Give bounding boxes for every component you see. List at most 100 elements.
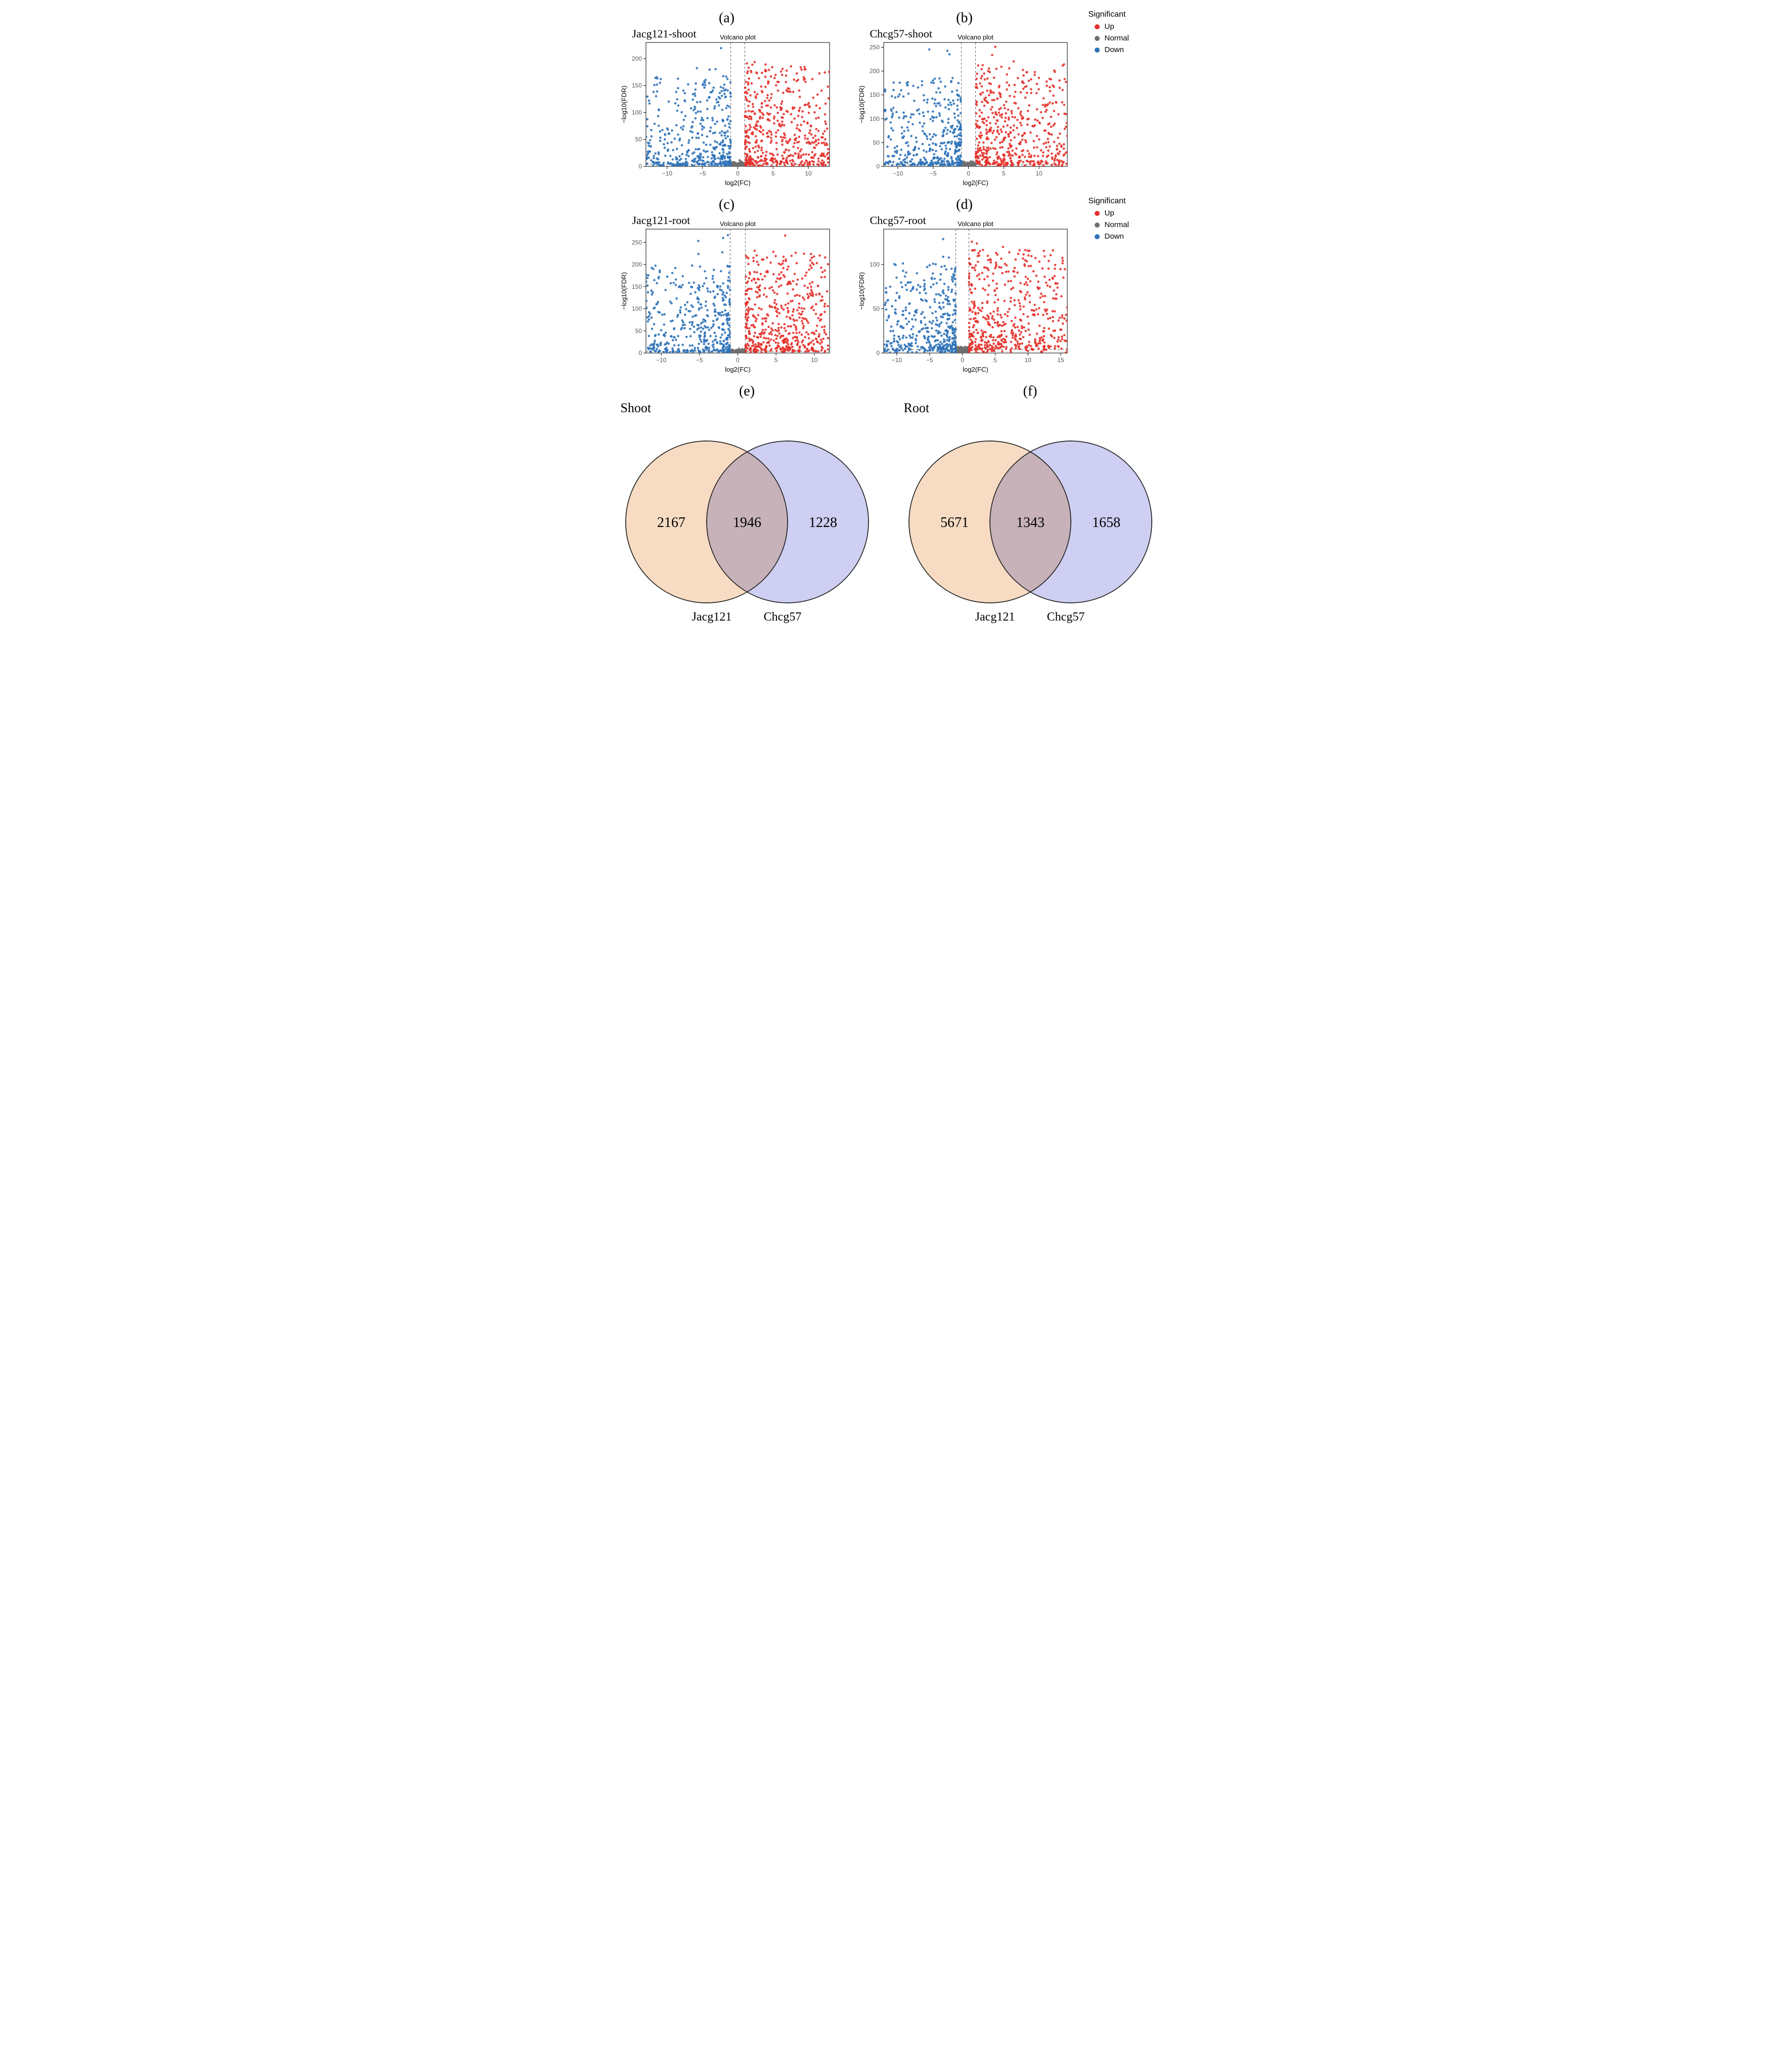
svg-text:0: 0 xyxy=(638,163,642,170)
venn-right-value: 1658 xyxy=(1092,515,1120,531)
panel-a: (a) Jacg121-shoot Volcano plot−10−505100… xyxy=(608,10,846,192)
svg-text:0: 0 xyxy=(638,349,642,357)
svg-text:50: 50 xyxy=(635,136,642,143)
svg-text:0: 0 xyxy=(736,170,740,177)
legend-item-normal: Normal xyxy=(1095,221,1169,229)
venn-e: 2167 1946 1228 Jacg121 Chcg57 xyxy=(605,411,889,628)
svg-text:150: 150 xyxy=(631,82,641,89)
volcano-d: Volcano plot−10−5051015050100log2(FC)−lo… xyxy=(856,214,1073,378)
panel-heading-b: Chcg57-shoot xyxy=(870,27,932,40)
legend-title: Significant xyxy=(1089,10,1169,19)
svg-text:−10: −10 xyxy=(662,170,672,177)
svg-text:−log10(FDR): −log10(FDR) xyxy=(858,85,865,123)
svg-text:−10: −10 xyxy=(891,357,902,364)
panel-letter-d: (d) xyxy=(956,197,973,213)
panel-d: (d) Chcg57-root Volcano plot−10−50510150… xyxy=(846,197,1083,378)
svg-text:100: 100 xyxy=(869,115,879,122)
svg-text:log2(FC): log2(FC) xyxy=(963,366,988,373)
legend-label: Down xyxy=(1105,46,1124,54)
down-swatch-icon xyxy=(1095,234,1100,239)
svg-text:200: 200 xyxy=(631,261,641,268)
legend-item-down: Down xyxy=(1095,46,1169,54)
venn-left-value: 5671 xyxy=(940,515,969,531)
panel-heading-a: Jacg121-shoot xyxy=(632,27,697,40)
svg-text:10: 10 xyxy=(811,357,818,364)
venn-right-value: 1228 xyxy=(809,515,837,531)
panel-c: (c) Jacg121-root Volcano plot−10−5051005… xyxy=(608,197,846,378)
normal-swatch-icon xyxy=(1095,223,1100,228)
svg-text:−log10(FDR): −log10(FDR) xyxy=(620,272,628,310)
legend-item-down: Down xyxy=(1095,232,1169,241)
row-ab: (a) Jacg121-shoot Volcano plot−10−505100… xyxy=(590,10,1187,192)
panel-e: (e) Shoot 216719461228Jacg121Chcg57 xyxy=(605,383,889,628)
volcano-a: Volcano plot−10−50510050100150200log2(FC… xyxy=(618,27,836,192)
down-swatch-icon xyxy=(1095,48,1100,53)
venn-left-label: Jacg121 xyxy=(691,610,731,624)
svg-text:log2(FC): log2(FC) xyxy=(963,179,988,187)
svg-text:−log10(FDR): −log10(FDR) xyxy=(620,85,628,123)
legend-title-2: Significant xyxy=(1089,197,1169,206)
legend-item-normal: Normal xyxy=(1095,34,1169,42)
svg-text:10: 10 xyxy=(805,170,812,177)
svg-text:10: 10 xyxy=(1024,357,1031,364)
panel-f: (f) Root 567113431658Jacg121Chcg57 xyxy=(889,383,1172,628)
svg-text:−10: −10 xyxy=(892,170,903,177)
svg-text:100: 100 xyxy=(631,109,641,116)
legend-label: Normal xyxy=(1105,221,1129,229)
panel-heading-d: Chcg57-root xyxy=(870,214,926,227)
svg-text:0: 0 xyxy=(967,170,970,177)
venn-left-label: Jacg121 xyxy=(975,610,1015,624)
svg-text:0: 0 xyxy=(736,357,740,364)
svg-text:10: 10 xyxy=(1035,170,1043,177)
panel-b: (b) Chcg57-shoot Volcano plot−10−5051005… xyxy=(846,10,1083,192)
legend-item-up: Up xyxy=(1095,209,1169,217)
svg-text:log2(FC): log2(FC) xyxy=(725,366,751,373)
panel-letter-f: (f) xyxy=(1023,383,1037,400)
svg-text:50: 50 xyxy=(873,139,880,146)
svg-text:5: 5 xyxy=(993,357,997,364)
figure-root: (a) Jacg121-shoot Volcano plot−10−505100… xyxy=(585,0,1192,653)
venn-f: 567113431658Jacg121Chcg57 xyxy=(889,411,1172,628)
svg-text:15: 15 xyxy=(1057,357,1064,364)
venn-intersection-value: 1946 xyxy=(733,515,761,531)
venn-left-value: 2167 xyxy=(657,515,685,531)
row-cd: (c) Jacg121-root Volcano plot−10−5051005… xyxy=(590,197,1187,378)
legend-item-up: Up xyxy=(1095,22,1169,31)
up-swatch-icon xyxy=(1095,211,1100,216)
svg-text:Volcano plot: Volcano plot xyxy=(958,220,993,228)
venn-right-label: Chcg57 xyxy=(763,610,801,624)
svg-text:−5: −5 xyxy=(929,170,936,177)
panel-letter-c: (c) xyxy=(719,197,734,213)
svg-text:150: 150 xyxy=(869,92,879,99)
svg-text:Volcano plot: Volcano plot xyxy=(720,33,756,41)
svg-text:0: 0 xyxy=(876,349,880,357)
panel-letter-e: (e) xyxy=(739,383,755,400)
legend-label: Normal xyxy=(1105,34,1129,42)
legend-label: Down xyxy=(1105,232,1124,241)
svg-text:50: 50 xyxy=(635,327,642,334)
legend-label: Up xyxy=(1105,209,1114,217)
panel-letter-b: (b) xyxy=(956,10,973,26)
svg-text:100: 100 xyxy=(631,305,641,313)
svg-text:50: 50 xyxy=(873,305,880,313)
svg-text:−5: −5 xyxy=(926,357,933,364)
panel-heading-c: Jacg121-root xyxy=(632,214,690,227)
legend-ab: Significant Up Normal Down xyxy=(1083,10,1169,54)
svg-text:100: 100 xyxy=(869,261,879,268)
svg-text:250: 250 xyxy=(869,43,879,51)
up-swatch-icon xyxy=(1095,24,1100,29)
svg-text:250: 250 xyxy=(631,239,641,246)
normal-swatch-icon xyxy=(1095,36,1100,41)
svg-text:200: 200 xyxy=(631,55,641,62)
panel-letter-a: (a) xyxy=(719,10,734,26)
volcano-b: Volcano plot−10−50510050100150200250log2… xyxy=(856,27,1073,192)
venn-intersection-value: 1343 xyxy=(1016,515,1045,531)
svg-text:Volcano plot: Volcano plot xyxy=(958,33,993,41)
svg-text:−log10(FDR): −log10(FDR) xyxy=(858,272,865,310)
svg-text:5: 5 xyxy=(771,170,774,177)
legend-label: Up xyxy=(1105,22,1114,31)
svg-text:Volcano plot: Volcano plot xyxy=(720,220,756,228)
svg-text:0: 0 xyxy=(876,163,880,170)
svg-text:5: 5 xyxy=(1002,170,1006,177)
svg-text:−5: −5 xyxy=(696,357,703,364)
